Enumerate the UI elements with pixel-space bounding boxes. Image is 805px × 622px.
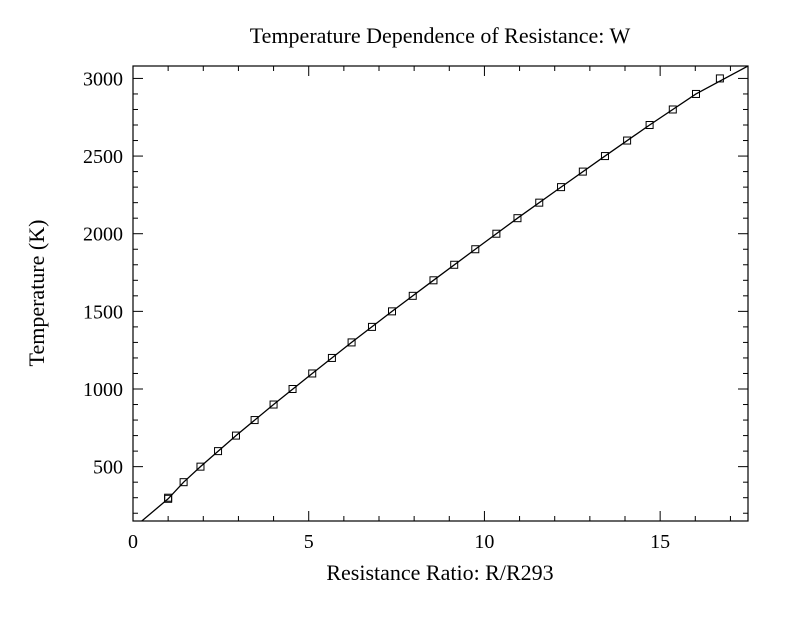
data-points [164, 74, 724, 503]
chart-title: Temperature Dependence of Resistance: W [250, 23, 631, 48]
data-point [578, 167, 587, 176]
x-tick-label: 5 [304, 531, 314, 553]
data-point [231, 431, 240, 440]
x-tick-label: 15 [650, 531, 670, 553]
data-point [492, 229, 501, 238]
fit-line-group [141, 66, 748, 521]
data-point [214, 447, 223, 456]
data-point [513, 214, 522, 223]
data-point [408, 291, 417, 300]
data-point [308, 369, 317, 378]
data-point [471, 245, 480, 254]
data-point [450, 260, 459, 269]
data-point [164, 493, 173, 502]
data-point [645, 121, 654, 130]
x-axis-label: Resistance Ratio: R/R293 [326, 560, 553, 585]
data-point [691, 89, 700, 98]
data-point [179, 478, 188, 487]
y-tick-label: 1000 [83, 379, 123, 401]
fit-line [141, 66, 748, 521]
data-point [367, 322, 376, 331]
data-point [288, 385, 297, 394]
plot-frame [132, 65, 749, 522]
x-tick-label: 0 [128, 531, 138, 553]
data-point [535, 198, 544, 207]
axis-ticks [132, 66, 748, 521]
data-point [388, 307, 397, 316]
x-tick-label: 10 [474, 531, 494, 553]
data-point [347, 338, 356, 347]
y-tick-label: 3000 [83, 68, 123, 90]
data-point [327, 353, 336, 362]
y-tick-label: 2000 [83, 224, 123, 246]
data-point [269, 400, 278, 409]
y-tick-label: 1500 [83, 301, 123, 323]
data-point [623, 136, 632, 145]
tick-labels: 0 5 10 15 500 1000 1500 2000 2500 3000 [83, 68, 670, 553]
data-point [600, 152, 609, 161]
data-point [429, 276, 438, 285]
data-point [715, 74, 724, 83]
data-point [250, 416, 259, 425]
data-point [557, 183, 566, 192]
y-tick-label: 2500 [83, 146, 123, 168]
y-axis-label: Temperature (K) [24, 220, 49, 367]
y-tick-label: 500 [93, 457, 123, 479]
data-point [668, 105, 677, 114]
data-point [196, 462, 205, 471]
